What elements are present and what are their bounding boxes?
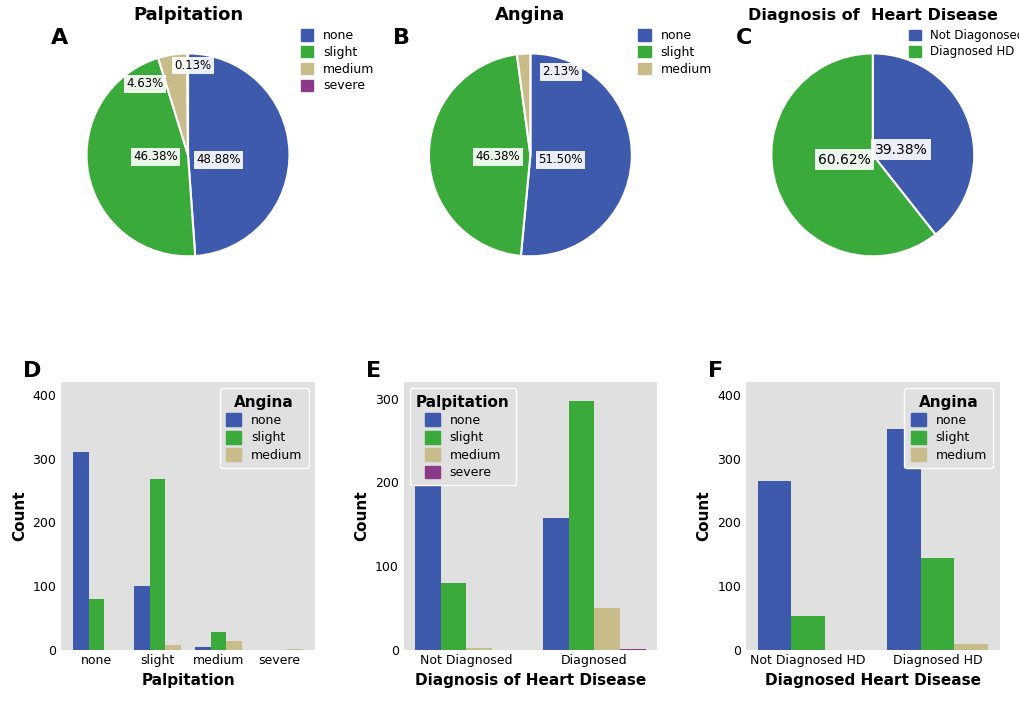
Title: Diagnosis of  Heart Disease: Diagnosis of Heart Disease bbox=[747, 8, 997, 23]
Text: 2.13%: 2.13% bbox=[542, 65, 579, 78]
Bar bbox=[133, 586, 150, 650]
Legend: none, slight, medium, severe: none, slight, medium, severe bbox=[410, 388, 516, 486]
Y-axis label: Count: Count bbox=[354, 491, 369, 541]
Legend: none, slight, medium: none, slight, medium bbox=[219, 388, 309, 468]
Wedge shape bbox=[872, 54, 973, 234]
Text: 39.38%: 39.38% bbox=[874, 143, 926, 157]
Text: 46.38%: 46.38% bbox=[475, 150, 520, 163]
Legend: Not Diagonosed HD, Diagnosed HD: Not Diagonosed HD, Diagnosed HD bbox=[908, 29, 1019, 59]
Text: 0.13%: 0.13% bbox=[174, 59, 211, 72]
Legend: none, slight, medium, severe: none, slight, medium, severe bbox=[301, 29, 374, 92]
Text: E: E bbox=[365, 361, 380, 381]
X-axis label: Palpitation: Palpitation bbox=[141, 673, 234, 688]
Text: D: D bbox=[23, 361, 42, 381]
Bar bbox=[165, 645, 181, 650]
Legend: none, slight, medium: none, slight, medium bbox=[638, 29, 711, 76]
Text: 4.63%: 4.63% bbox=[126, 78, 164, 90]
Bar bbox=[72, 452, 89, 650]
Bar bbox=[210, 632, 226, 650]
Wedge shape bbox=[521, 54, 631, 256]
X-axis label: Diagnosed Heart Disease: Diagnosed Heart Disease bbox=[764, 673, 980, 688]
Legend: none, slight, medium: none, slight, medium bbox=[904, 388, 993, 468]
Text: 60.62%: 60.62% bbox=[817, 153, 870, 167]
Y-axis label: Count: Count bbox=[696, 491, 711, 541]
Text: F: F bbox=[707, 361, 722, 381]
Text: C: C bbox=[735, 28, 751, 48]
Title: Angina: Angina bbox=[495, 6, 565, 24]
Bar bbox=[415, 449, 440, 650]
Bar bbox=[920, 558, 954, 650]
Wedge shape bbox=[187, 54, 289, 256]
Bar bbox=[791, 616, 824, 650]
Text: B: B bbox=[393, 28, 410, 48]
Bar bbox=[226, 641, 243, 650]
Bar bbox=[594, 608, 620, 650]
Text: A: A bbox=[51, 28, 68, 48]
Bar bbox=[954, 645, 987, 650]
Bar bbox=[569, 400, 594, 650]
Wedge shape bbox=[517, 54, 530, 155]
Bar bbox=[150, 479, 165, 650]
X-axis label: Diagnosis of Heart Disease: Diagnosis of Heart Disease bbox=[415, 673, 645, 688]
Wedge shape bbox=[87, 58, 195, 256]
Wedge shape bbox=[770, 54, 934, 256]
Bar bbox=[543, 517, 569, 650]
Wedge shape bbox=[158, 54, 187, 155]
Y-axis label: Count: Count bbox=[12, 491, 26, 541]
Bar bbox=[757, 481, 791, 650]
Text: 46.38%: 46.38% bbox=[133, 150, 177, 163]
Bar bbox=[440, 582, 466, 650]
Bar bbox=[195, 647, 210, 650]
Text: 51.50%: 51.50% bbox=[538, 153, 583, 167]
Bar bbox=[89, 599, 104, 650]
Bar bbox=[887, 429, 920, 650]
Wedge shape bbox=[429, 54, 530, 256]
Title: Palpitation: Palpitation bbox=[132, 6, 243, 24]
Bar bbox=[466, 648, 491, 650]
Text: 48.88%: 48.88% bbox=[196, 153, 240, 167]
Bar bbox=[620, 649, 645, 650]
